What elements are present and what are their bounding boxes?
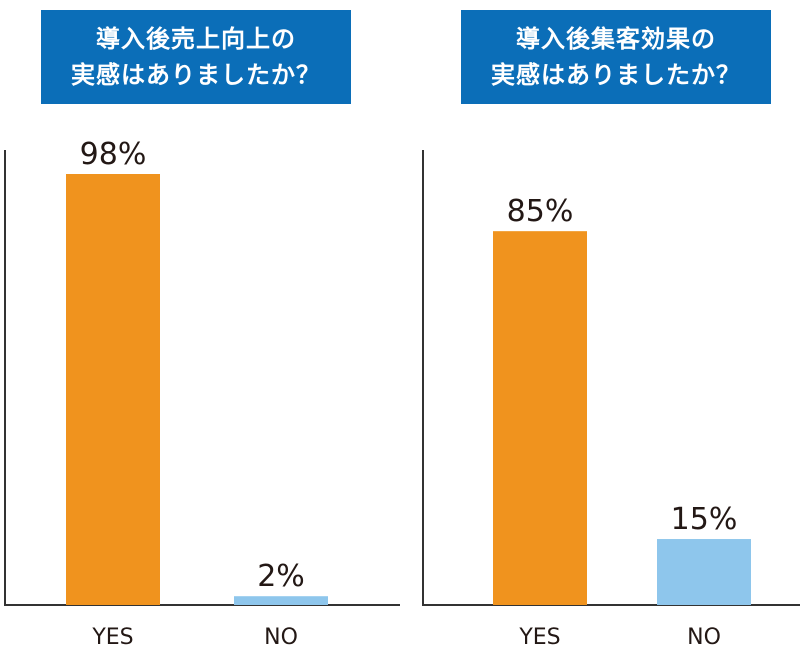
chart-panel-sales: 導入後売上向上の 実感はありましたか？ 98% YES 2% NO xyxy=(4,10,400,649)
category-label-no: NO xyxy=(687,625,721,649)
bar-no xyxy=(234,596,328,605)
category-label-no: NO xyxy=(264,625,298,649)
axis-line xyxy=(4,150,400,606)
category-label-yes: YES xyxy=(518,625,560,649)
bar-chart-sales: 98% YES 2% NO xyxy=(4,137,400,649)
chart-title-box: 導入後集客効果の 実感はありましたか？ xyxy=(461,10,771,104)
bar-chart-customers: 85% YES 15% NO xyxy=(422,150,800,649)
chart-title-line-2: 実感はありましたか？ xyxy=(71,61,321,89)
value-label-no: 15% xyxy=(671,502,738,537)
chart-title-line-1: 導入後売上向上の xyxy=(96,25,296,53)
chart-title-line-1: 導入後集客効果の xyxy=(516,25,716,53)
value-label-yes: 85% xyxy=(507,194,574,229)
value-label-yes: 98% xyxy=(80,137,147,172)
bar-yes xyxy=(66,174,160,605)
chart-panel-customers: 導入後集客効果の 実感はありましたか？ 85% YES 15% NO xyxy=(400,0,800,649)
axis-line xyxy=(422,150,800,606)
chart-title-box: 導入後売上向上の 実感はありましたか？ xyxy=(41,10,351,104)
chart-title-line-2: 実感はありましたか？ xyxy=(491,61,741,89)
value-label-no: 2% xyxy=(257,559,305,594)
bar-no xyxy=(657,539,751,605)
category-label-yes: YES xyxy=(91,625,133,649)
bar-yes xyxy=(493,231,587,605)
